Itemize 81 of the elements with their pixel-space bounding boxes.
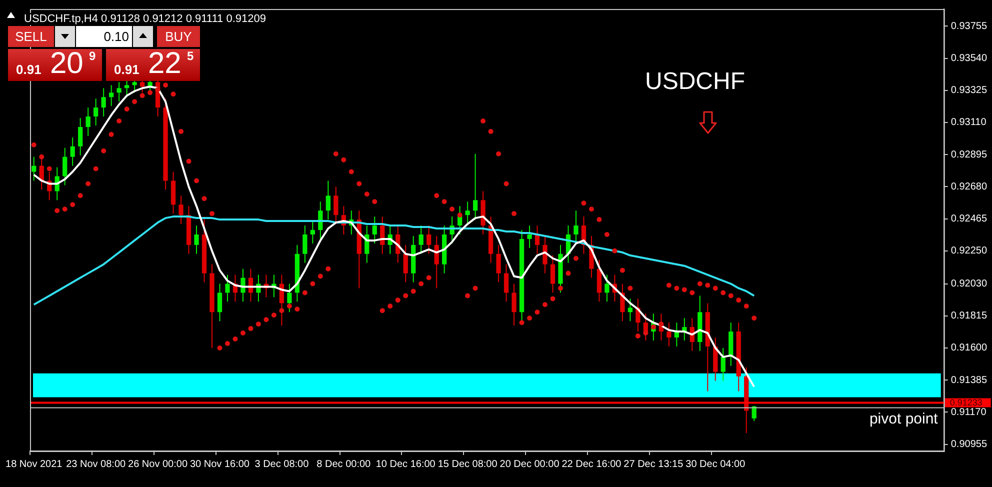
candlestick [643, 313, 648, 341]
candlestick [604, 274, 610, 302]
candlestick [310, 220, 315, 244]
ref-line-label: 0.91233 [950, 397, 982, 408]
candlestick [418, 225, 424, 254]
candlestick [32, 156, 36, 182]
candlestick [372, 216, 377, 244]
candlestick [86, 107, 90, 136]
candlestick [178, 195, 184, 225]
y-tick-label: 0.92465 [950, 214, 988, 225]
candlestick [596, 259, 602, 302]
y-tick-label: 0.93110 [950, 117, 987, 128]
candlestick [472, 153, 478, 220]
candlestick [108, 84, 114, 107]
candlestick [225, 274, 230, 302]
candlestick [78, 118, 83, 156]
annotation: USDCHF [645, 68, 745, 96]
chart-title: USDCHF.tp,H4 0.91128 0.91212 0.91111 0.91209 [22, 13, 268, 25]
y-tick-label: 0.92895 [950, 149, 988, 160]
y-tick-label: 0.92030 [950, 278, 988, 290]
candlestick [574, 210, 578, 244]
y-tick-label: 0.91815 [950, 310, 988, 322]
candlestick [465, 201, 470, 225]
annotation: 0.91 [114, 62, 140, 77]
annotation: 9 [89, 49, 96, 63]
candlestick [240, 268, 246, 302]
x-tick-label: 18 Nov 2021 [6, 458, 63, 470]
candlestick [512, 283, 516, 326]
x-tick-label: 15 Dec 08:00 [438, 458, 498, 470]
ref-line-label: pivot point [869, 410, 939, 428]
annotation: 0.91 [16, 62, 42, 77]
candlestick [403, 244, 408, 283]
candlestick [527, 225, 532, 248]
y-tick-label: 0.93755 [950, 20, 988, 32]
annotation: 22 [148, 47, 182, 81]
y-tick-label: 0.91385 [950, 374, 988, 386]
candlestick [666, 322, 672, 347]
candlestick [217, 283, 222, 322]
candlestick [326, 180, 330, 220]
candlestick [101, 88, 106, 118]
annotation: BUY [157, 26, 200, 47]
x-tick-label: 3 Dec 08:00 [254, 458, 310, 470]
candlestick [496, 244, 501, 283]
x-tick-label: 20 Dec 00:00 [500, 458, 560, 470]
annotation: 5 [187, 49, 194, 63]
candlestick [504, 264, 509, 302]
x-tick-label: 26 Nov 00:00 [128, 458, 188, 470]
candlestick [116, 82, 122, 102]
candlestick [542, 235, 548, 274]
annotation: SELL [8, 26, 54, 47]
y-tick-label: 0.90955 [950, 439, 988, 450]
candlestick [550, 254, 556, 294]
candlestick [132, 80, 137, 94]
x-tick-label: 27 Dec 13:15 [624, 458, 684, 470]
y-tick-label: 0.91600 [950, 342, 988, 354]
x-tick-label: 23 Nov 08:00 [66, 458, 126, 470]
candlestick [302, 225, 308, 264]
candlestick [426, 225, 432, 254]
candlestick [287, 283, 292, 313]
candlestick [628, 298, 633, 322]
annotation: 0.10 [76, 26, 132, 47]
x-tick-label: 10 Dec 16:00 [376, 458, 436, 470]
candlestick [140, 80, 145, 94]
candlestick [194, 225, 199, 254]
x-tick-label: 22 Dec 16:00 [562, 458, 622, 470]
y-tick-label: 0.92680 [950, 181, 988, 192]
candlestick [62, 147, 68, 186]
candlestick [170, 171, 176, 214]
x-tick-label: 8 Dec 00:00 [316, 458, 372, 470]
annotation: 20 [50, 47, 84, 81]
candlestick [334, 186, 338, 225]
y-tick-label: 0.93540 [950, 53, 988, 64]
candlestick [70, 136, 75, 166]
y-tick-label: 0.92250 [950, 246, 988, 257]
candlestick [124, 80, 130, 98]
candlestick [94, 98, 98, 126]
x-tick-label: 30 Dec 04:00 [686, 458, 746, 470]
y-tick-label: 0.93325 [950, 85, 988, 96]
x-tick-label: 30 Nov 16:00 [190, 458, 250, 470]
candlestick [720, 347, 726, 382]
y-tick-label: 0.91170 [950, 406, 987, 418]
